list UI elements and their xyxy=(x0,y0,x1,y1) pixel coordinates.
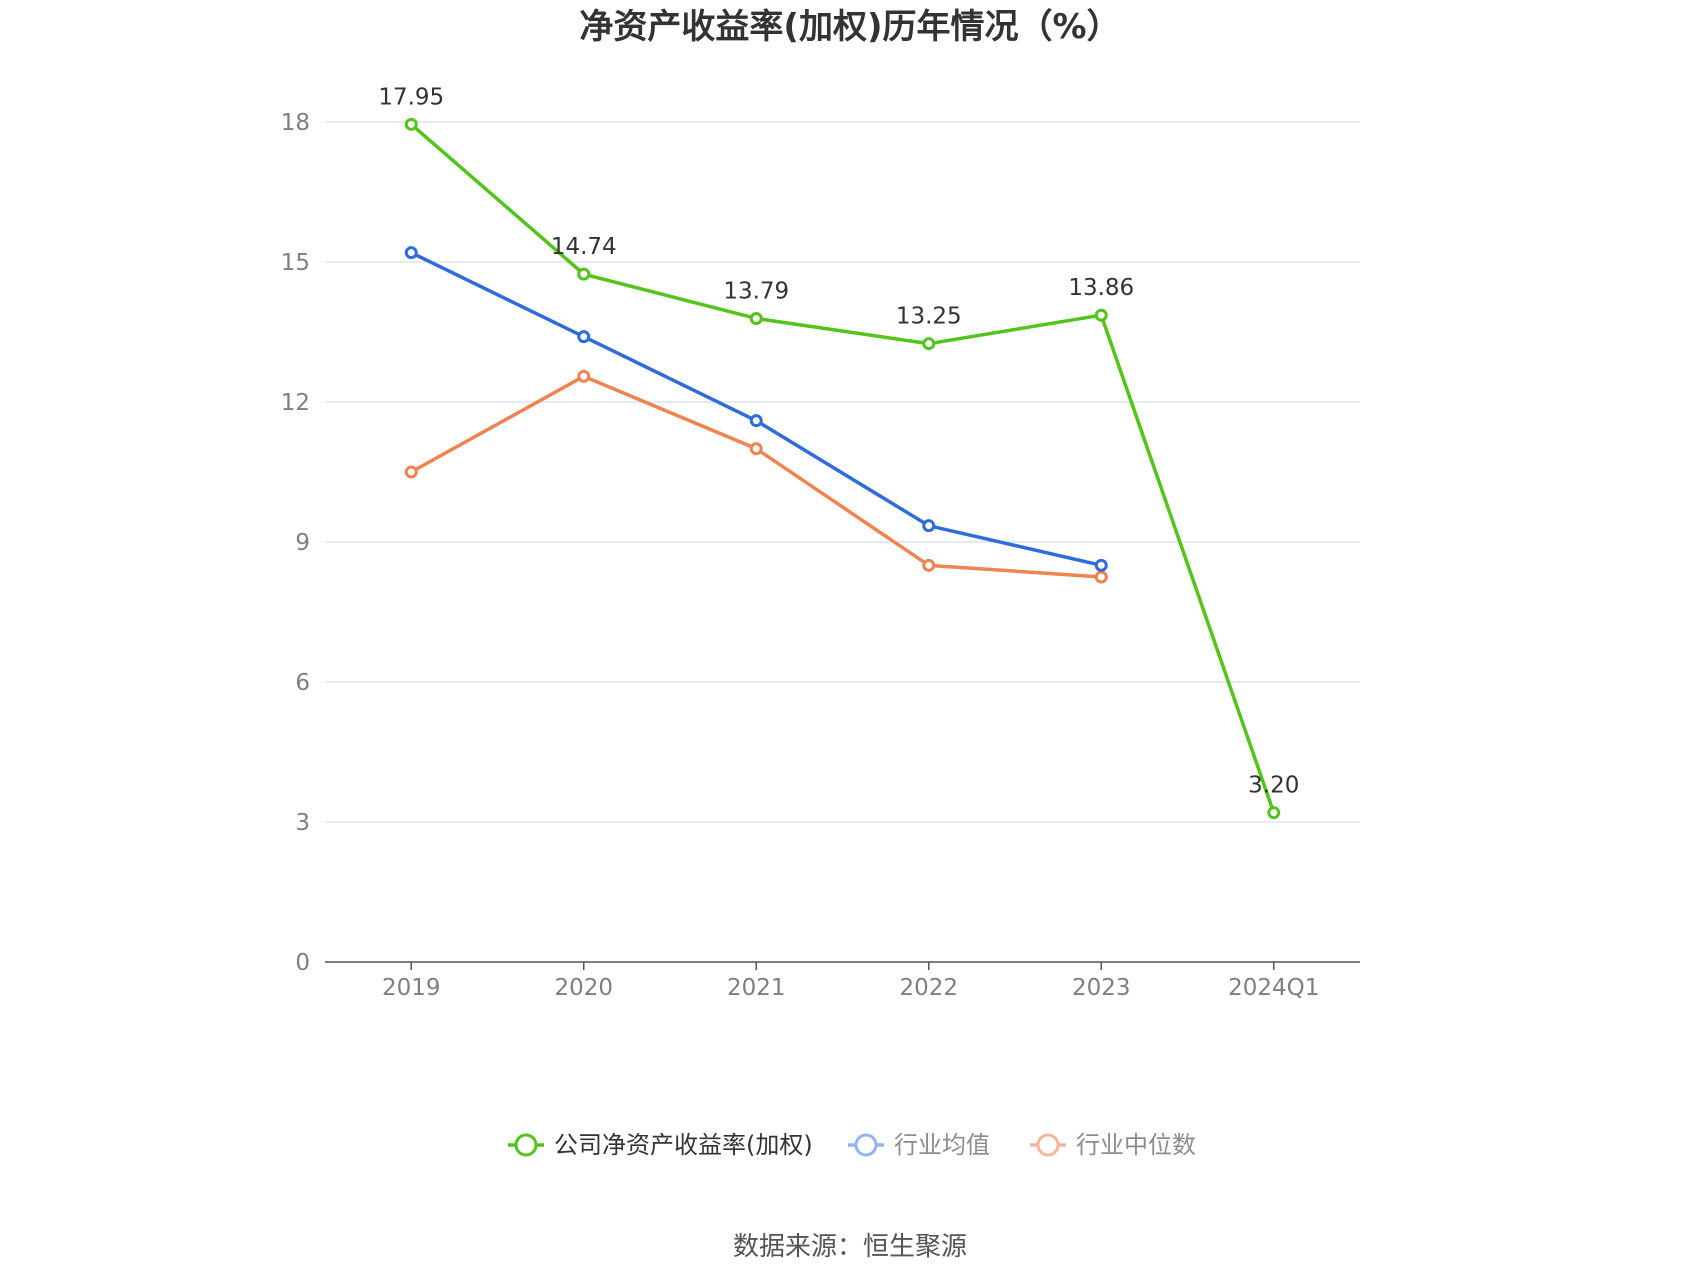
y-tick-label: 18 xyxy=(281,110,310,136)
data-source: 数据来源：恒生聚源 xyxy=(733,1232,967,1262)
data-point xyxy=(749,414,763,428)
data-point xyxy=(1267,806,1281,820)
y-tick-label: 12 xyxy=(281,390,310,416)
data-label: 17.95 xyxy=(378,84,444,110)
data-point xyxy=(577,267,591,281)
chart-title: 净资产收益率(加权)历年情况（%） xyxy=(579,7,1120,47)
x-tick-label: 2019 xyxy=(382,975,441,1001)
data-label: 13.86 xyxy=(1068,275,1134,301)
data-point xyxy=(1094,558,1108,572)
data-point xyxy=(749,311,763,325)
data-point xyxy=(922,519,936,533)
data-point xyxy=(749,442,763,456)
data-label: 13.79 xyxy=(723,278,789,304)
y-tick-label: 3 xyxy=(295,810,310,836)
series-line xyxy=(409,374,1103,579)
data-point xyxy=(922,558,936,572)
legend: 公司净资产收益率(加权) 行业均值 行业中位数 xyxy=(508,1131,1196,1159)
data-label: 13.25 xyxy=(896,304,962,330)
data-label: 3.20 xyxy=(1248,773,1299,799)
legend-marker xyxy=(854,1133,878,1157)
x-tick-label: 2023 xyxy=(1072,975,1131,1001)
y-tick-label: 0 xyxy=(295,950,310,976)
data-point xyxy=(404,465,418,479)
x-tick-label: 2022 xyxy=(899,975,958,1001)
x-tick-label: 2020 xyxy=(554,975,613,1001)
legend-marker xyxy=(514,1133,538,1157)
x-axis: 2019 2020 2021 2022 2023 2024Q1 xyxy=(325,961,1360,1001)
data-point xyxy=(1094,570,1108,584)
grid-lines xyxy=(325,121,1360,823)
x-tick-label: 2024Q1 xyxy=(1228,975,1319,1001)
series-line xyxy=(409,122,1276,815)
data-label: 14.74 xyxy=(551,234,617,260)
legend-marker xyxy=(1036,1133,1060,1157)
data-point xyxy=(404,117,418,131)
y-axis: 0 3 6 9 12 15 18 xyxy=(281,110,310,976)
data-point xyxy=(577,369,591,383)
data-point xyxy=(404,246,418,260)
data-labels: 17.95 14.74 13.79 13.25 13.86 3.20 xyxy=(378,84,1299,798)
data-point xyxy=(1094,308,1108,322)
legend-label: 行业中位数 xyxy=(1076,1131,1196,1159)
y-tick-label: 15 xyxy=(281,250,310,276)
legend-label: 行业均值 xyxy=(894,1131,990,1159)
data-point xyxy=(922,337,936,351)
legend-label: 公司净资产收益率(加权) xyxy=(554,1131,813,1159)
data-point xyxy=(577,330,591,344)
y-tick-label: 9 xyxy=(295,530,310,556)
y-tick-label: 6 xyxy=(295,670,310,696)
series-group xyxy=(404,117,1281,820)
x-tick-label: 2021 xyxy=(727,975,786,1001)
